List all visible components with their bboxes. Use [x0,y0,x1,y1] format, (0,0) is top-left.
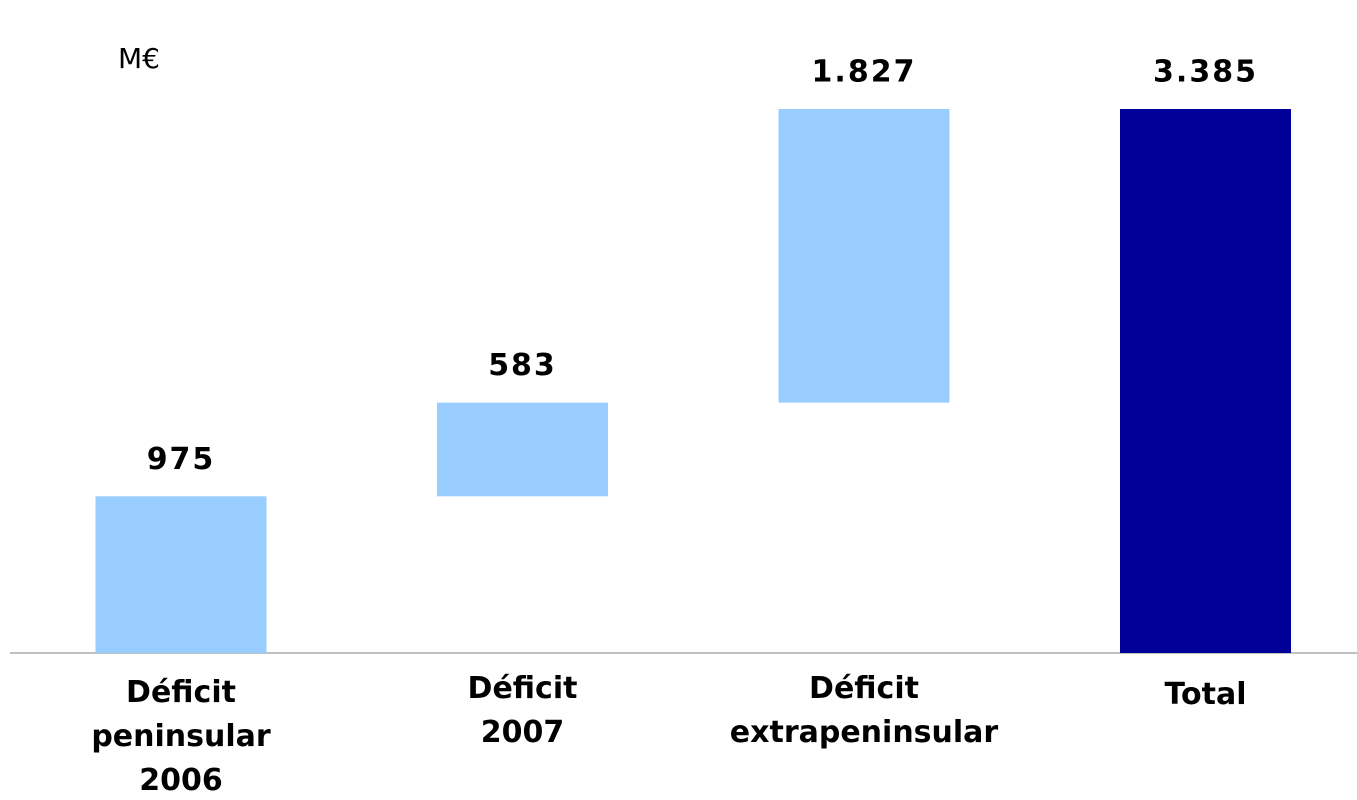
x-tick-label: Déficit extrapeninsular [730,671,999,750]
x-tick-label: Déficit peninsular 2006 [91,675,271,798]
x-tick-label: Déficit 2007 [468,671,578,750]
x-tick-label: Total [1165,677,1247,712]
value-label: 975 [147,442,216,477]
unit-label: M€ [118,42,160,75]
bar [95,496,267,653]
value-label: 583 [488,348,557,383]
value-label: 1.827 [812,55,917,90]
value-label: 3.385 [1153,55,1258,90]
bar [437,402,608,497]
bar [1120,109,1291,653]
bar [778,109,950,403]
